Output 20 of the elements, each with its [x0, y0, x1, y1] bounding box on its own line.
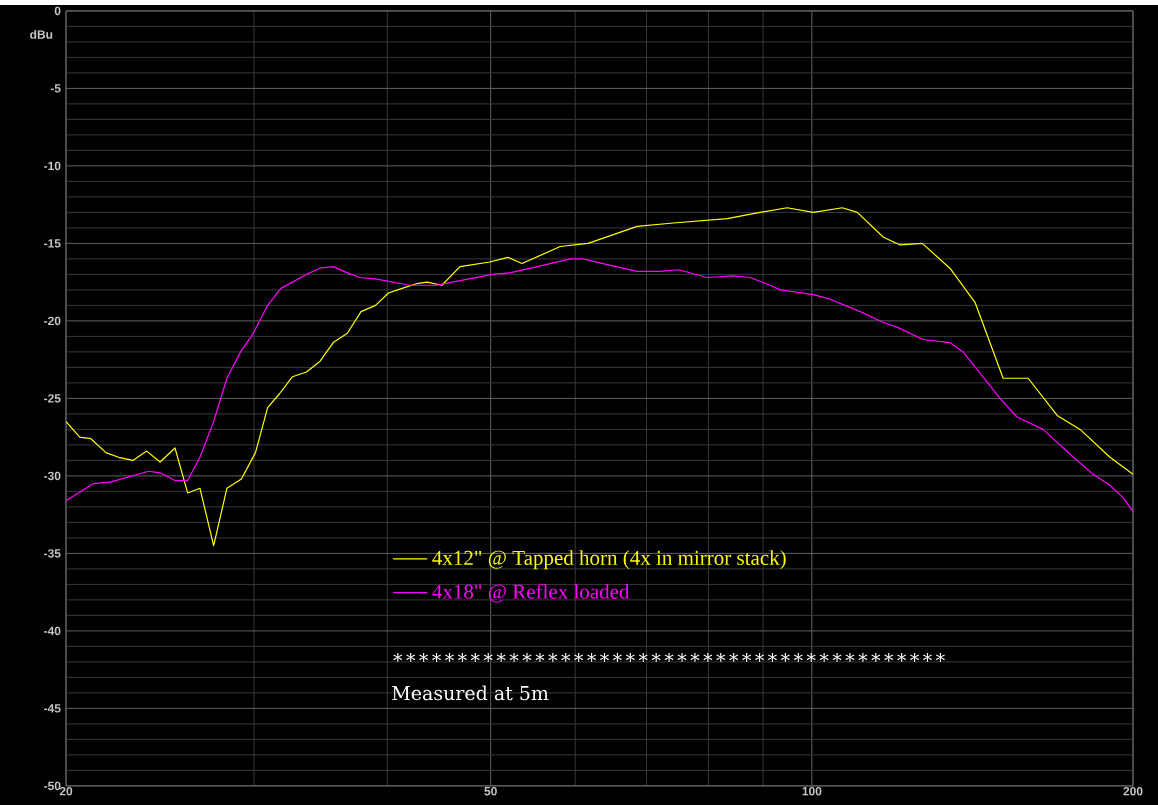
y-tick-label: -25	[44, 394, 61, 403]
y-tick-label: 0	[54, 6, 61, 16]
annotation: Measured at 5m	[392, 685, 549, 701]
y-tick-label: -10	[44, 161, 61, 171]
annotation: ∗∗∗∗∗∗∗∗∗∗∗∗∗∗∗∗∗∗∗∗∗∗∗∗∗∗∗∗∗∗∗∗∗∗∗∗∗∗∗∗∗∗∗	[393, 653, 945, 662]
y-tick-label: -35	[44, 549, 61, 558]
y-tick-label: -15	[44, 239, 61, 248]
x-tick-label: 200	[1123, 787, 1143, 796]
legend-label: 4x18" @ Reflex loaded	[432, 583, 630, 603]
y-tick-label: -20	[44, 316, 61, 326]
y-tick-label: -30	[44, 471, 61, 481]
x-tick-label: 20	[59, 787, 73, 796]
y-tick-label: -45	[44, 704, 61, 713]
legend-label: 4x12" @ Tapped horn (4x in mirror stack)	[432, 550, 786, 570]
y-tick-label: -5	[50, 84, 61, 93]
y-tick-label: -50	[44, 781, 61, 791]
y-axis-title: dBu	[30, 29, 53, 39]
y-tick-label: -40	[44, 626, 61, 636]
x-tick-label: 50	[484, 787, 497, 796]
x-tick-label: 100	[802, 787, 822, 796]
